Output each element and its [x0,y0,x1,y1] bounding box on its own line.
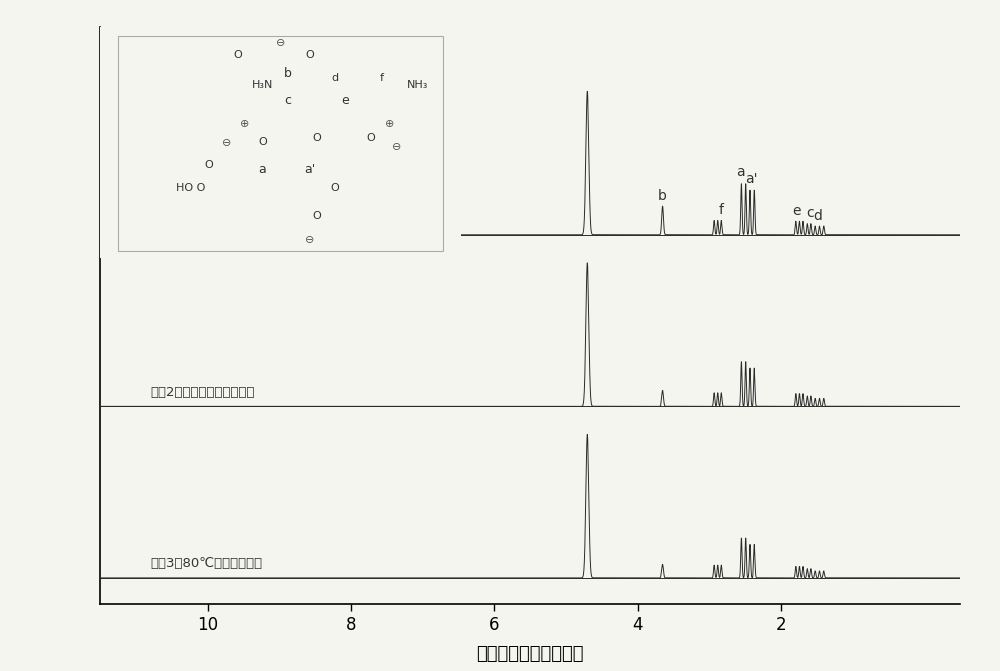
Text: e: e [792,204,801,218]
Text: c: c [806,207,814,220]
Text: a: a [736,166,744,180]
Text: 样本2：室温（中和热条件）: 样本2：室温（中和热条件） [150,386,255,399]
X-axis label: 化学位移（百万分率）: 化学位移（百万分率） [476,645,584,663]
Text: f: f [718,203,723,217]
Text: b: b [658,189,667,203]
Text: 样本1：冰浴（放热限制条件）: 样本1：冰浴（放热限制条件） [150,214,263,227]
Text: 样本3：80℃（加热条件）: 样本3：80℃（加热条件） [150,557,262,570]
Text: d: d [814,209,823,223]
Text: a': a' [745,172,758,186]
